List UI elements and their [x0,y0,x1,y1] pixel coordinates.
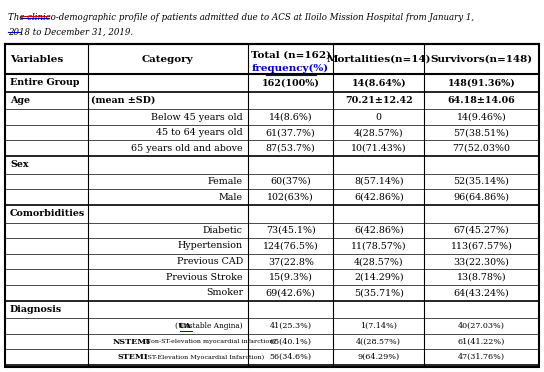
Text: STEMI: STEMI [118,353,149,361]
Text: Diabetic: Diabetic [203,226,243,235]
Text: Age: Age [10,96,30,105]
Text: 148(91.36%): 148(91.36%) [448,78,516,87]
Text: Entire Group: Entire Group [10,78,79,87]
Text: 2(14.29%): 2(14.29%) [354,273,404,282]
Text: Smoker: Smoker [206,288,243,297]
Text: Previous Stroke: Previous Stroke [166,273,243,282]
Text: 11(78.57%): 11(78.57%) [351,241,406,250]
Text: 87(53.7%): 87(53.7%) [266,144,316,153]
Text: 13(8.78%): 13(8.78%) [457,273,506,282]
Text: 8(57.14%): 8(57.14%) [354,177,404,186]
Text: 37(22.8%: 37(22.8% [268,257,314,266]
Text: 65(40.1%): 65(40.1%) [270,337,312,346]
Text: 60(37%): 60(37%) [270,177,311,186]
Text: NSTEMI: NSTEMI [113,337,151,346]
Text: 1(7.14%): 1(7.14%) [360,322,397,330]
Text: 14(8.6%): 14(8.6%) [269,113,312,122]
Text: 6(42.86%): 6(42.86%) [354,226,404,235]
Text: Mortalities(n=14): Mortalities(n=14) [326,55,431,64]
Text: 47(31.76%): 47(31.76%) [458,353,505,361]
Text: 113(67.57%): 113(67.57%) [450,241,512,250]
Text: 0: 0 [376,113,382,122]
Text: 5(35.71%): 5(35.71%) [354,288,404,297]
Text: (mean ±SD): (mean ±SD) [91,96,155,105]
Text: UA: UA [179,322,192,330]
Text: 65 years old and above: 65 years old and above [131,144,243,153]
Text: Below 45 years old: Below 45 years old [151,113,243,122]
Text: 57(38.51%): 57(38.51%) [454,128,510,137]
Text: Category: Category [142,55,194,64]
Text: 4(28.57%): 4(28.57%) [354,257,404,266]
Text: 14(9.46%): 14(9.46%) [457,113,506,122]
Text: 124(76.5%): 124(76.5%) [263,241,319,250]
Text: 64.18±14.06: 64.18±14.06 [448,96,516,105]
Text: Female: Female [208,177,243,186]
Text: Variables: Variables [10,55,63,64]
Text: 6(42.86%): 6(42.86%) [354,193,404,202]
Text: frequency(%): frequency(%) [252,64,329,73]
Text: 52(35.14%): 52(35.14%) [454,177,510,186]
Text: 45 to 64 years old: 45 to 64 years old [156,128,243,137]
Text: 56(34.6%): 56(34.6%) [270,353,312,361]
Text: 4((28.57%): 4((28.57%) [356,337,401,346]
Text: 67(45.27%): 67(45.27%) [454,226,510,235]
Text: 162(100%): 162(100%) [262,78,320,87]
Text: (ST-Elevation Myocardial Infarction): (ST-Elevation Myocardial Infarction) [144,355,264,360]
Text: (Non-ST-elevation myocardial infarction): (Non-ST-elevation myocardial infarction) [141,339,276,344]
Text: 10(71.43%): 10(71.43%) [351,144,406,153]
Text: Sex: Sex [10,160,28,169]
Text: 15(9.3%): 15(9.3%) [269,273,313,282]
Text: The clinico-demographic profile of patients admitted due to ACS at Iloilo Missio: The clinico-demographic profile of patie… [8,13,474,22]
Text: 61(41.22%): 61(41.22%) [458,337,505,346]
Text: 40(27.03%): 40(27.03%) [458,322,505,330]
Text: 33(22.30%): 33(22.30%) [454,257,510,266]
Bar [5,44,539,367]
Text: 73(45.1%): 73(45.1%) [266,226,316,235]
Text: Diagnosis: Diagnosis [10,305,62,314]
Text: Hypertension: Hypertension [178,241,243,250]
Text: Total (n=162): Total (n=162) [251,51,331,60]
Text: 70.21±12.42: 70.21±12.42 [345,96,413,105]
Text: Survivors(n=148): Survivors(n=148) [430,55,533,64]
Text: 9(64.29%): 9(64.29%) [357,353,400,361]
Text: Male: Male [219,193,243,202]
Text: 61(37.7%): 61(37.7%) [266,128,316,137]
Text: 96(64.86%): 96(64.86%) [454,193,510,202]
Text: Comorbidities: Comorbidities [10,209,85,218]
Text: 14(8.64%): 14(8.64%) [351,78,406,87]
Text: 4(28.57%): 4(28.57%) [354,128,404,137]
Text: 41(25.3%): 41(25.3%) [270,322,312,330]
Text: (Unstable Angina): (Unstable Angina) [175,322,243,330]
Text: 2018 to December 31, 2019.: 2018 to December 31, 2019. [8,28,133,36]
Text: 77(52.03%0: 77(52.03%0 [453,144,511,153]
Text: Previous CAD: Previous CAD [177,257,243,266]
Text: 69(42.6%): 69(42.6%) [266,288,316,297]
Text: 64(43.24%): 64(43.24%) [454,288,510,297]
Text: 102(63%): 102(63%) [267,193,314,202]
